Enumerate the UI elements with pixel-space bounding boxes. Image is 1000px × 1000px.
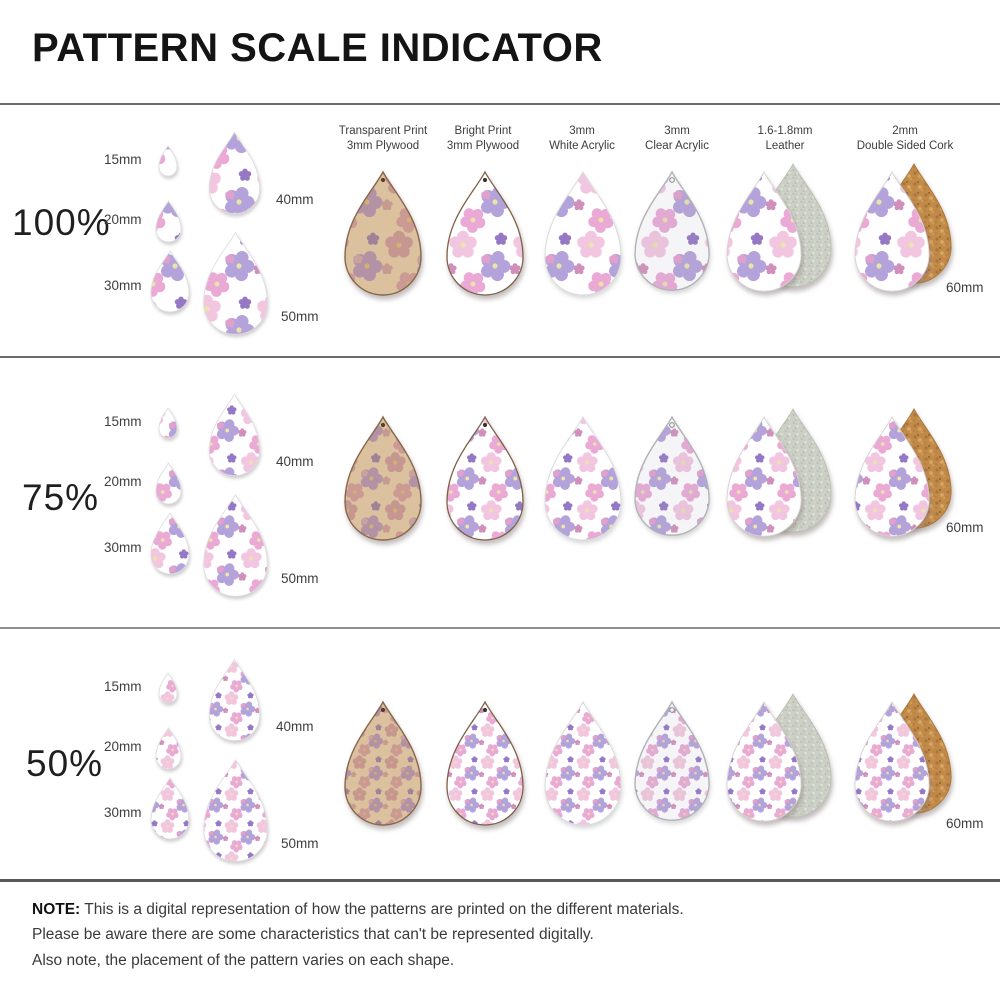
size-label-40mm: 40mm xyxy=(276,454,314,469)
teardrop-20mm-sample xyxy=(155,200,182,243)
material-headers: Transparent Print 3mm Plywood Bright Pri… xyxy=(0,124,1000,164)
material-header-transparent-plywood: Transparent Print 3mm Plywood xyxy=(338,125,428,152)
hanging-hole xyxy=(482,177,488,183)
teardrop-60mm-white-acrylic xyxy=(544,170,622,296)
teardrop-60mm-leather-front xyxy=(726,171,802,292)
teardrop-60mm-white-acrylic xyxy=(544,700,622,826)
size-label-60mm: 60mm xyxy=(946,280,984,295)
teardrop-30mm-sample xyxy=(150,250,190,313)
hanging-hole xyxy=(669,707,675,713)
hanging-hole xyxy=(669,422,675,428)
teardrop-15mm-sample xyxy=(158,407,178,439)
note-line-1: NOTE: This is a digital representation o… xyxy=(32,901,684,918)
teardrop-20mm-sample xyxy=(155,727,182,770)
size-label-50mm: 50mm xyxy=(281,309,319,324)
teardrop-60mm-plywood-transparent-print xyxy=(344,700,422,826)
teardrop-60mm-leather-front xyxy=(726,701,802,822)
teardrop-30mm-sample xyxy=(150,512,190,575)
teardrop-60mm-plywood-transparent-print xyxy=(344,170,422,296)
note-line-2: Please be aware there are some character… xyxy=(32,926,594,944)
clear-acrylic-tint-overlay xyxy=(635,417,710,536)
teardrop-60mm-plywood-bright-print xyxy=(446,415,524,541)
size-label-50mm: 50mm xyxy=(281,836,319,851)
teardrops-graphic-75 xyxy=(150,393,952,597)
teardrop-60mm-cork-front xyxy=(854,701,930,822)
divider xyxy=(0,103,1000,105)
size-label-30mm: 30mm xyxy=(104,805,142,820)
teardrop-60mm-plywood-transparent-print xyxy=(344,415,422,541)
teardrop-60mm-plywood-bright-print xyxy=(446,170,524,296)
page-title: PATTERN SCALE INDICATOR xyxy=(32,26,603,70)
note-label: NOTE: xyxy=(32,901,81,918)
material-header-cork: 2mm Double Sided Cork xyxy=(856,125,954,152)
divider xyxy=(0,356,1000,358)
scale-percent-label: 50% xyxy=(26,743,104,784)
divider xyxy=(0,627,1000,629)
material-header-bright-plywood: Bright Print 3mm Plywood xyxy=(446,125,520,152)
hanging-hole xyxy=(482,707,488,713)
size-label-15mm: 15mm xyxy=(104,414,142,429)
scale-row-100: 100% 15mm 20mm 30mm 40mm 50mm 60mm xyxy=(0,104,1000,356)
divider xyxy=(0,879,1000,882)
teardrop-60mm-clear-acrylic xyxy=(634,170,710,291)
teardrop-60mm-clear-acrylic xyxy=(634,700,710,821)
teardrop-40mm-sample xyxy=(208,658,261,742)
size-label-20mm: 20mm xyxy=(104,212,142,227)
size-label-30mm: 30mm xyxy=(104,540,142,555)
teardrop-50mm-sample xyxy=(203,758,268,862)
teardrop-40mm-sample xyxy=(208,393,261,477)
size-label-50mm: 50mm xyxy=(281,571,319,586)
hanging-hole xyxy=(380,177,386,183)
material-header-leather: 1.6-1.8mm Leather xyxy=(757,125,813,152)
teardrops-graphic-50 xyxy=(150,658,952,862)
teardrop-60mm-plywood-bright-print xyxy=(446,700,524,826)
teardrop-15mm-sample xyxy=(158,145,178,177)
size-label-30mm: 30mm xyxy=(104,278,142,293)
size-label-40mm: 40mm xyxy=(276,719,314,734)
scale-percent-label: 75% xyxy=(22,477,100,518)
teardrop-30mm-sample xyxy=(150,777,190,840)
size-label-60mm: 60mm xyxy=(946,520,984,535)
hanging-hole xyxy=(380,707,386,713)
size-label-60mm: 60mm xyxy=(946,816,984,831)
scale-row-75: 75% 15mm 20mm 30mm 40mm 50mm 60mm xyxy=(0,357,1000,627)
teardrop-60mm-cork-front xyxy=(854,416,930,537)
teardrop-60mm-cork-front xyxy=(854,171,930,292)
teardrop-60mm-leather-front xyxy=(726,416,802,537)
teardrop-40mm-sample xyxy=(208,131,261,215)
material-header-white-acrylic: 3mm White Acrylic xyxy=(549,125,615,152)
teardrop-20mm-sample xyxy=(155,462,182,505)
scale-percent-label: 100% xyxy=(12,202,111,243)
teardrop-60mm-white-acrylic xyxy=(544,415,622,541)
hanging-hole xyxy=(380,422,386,428)
size-label-40mm: 40mm xyxy=(276,192,314,207)
size-label-20mm: 20mm xyxy=(104,474,142,489)
size-label-15mm: 15mm xyxy=(104,679,142,694)
hanging-hole xyxy=(482,422,488,428)
hanging-hole xyxy=(669,177,675,183)
teardrop-15mm-sample xyxy=(158,672,178,704)
note-line-3: Also note, the placement of the pattern … xyxy=(32,951,455,969)
clear-acrylic-tint-overlay xyxy=(635,172,710,291)
size-label-15mm: 15mm xyxy=(104,152,142,167)
teardrop-60mm-clear-acrylic xyxy=(634,415,710,536)
clear-acrylic-tint-overlay xyxy=(635,702,710,821)
note: NOTE: This is a digital representation o… xyxy=(32,899,832,975)
scale-row-50: 50% 15mm 20mm 30mm 40mm 50mm 60mm xyxy=(0,628,1000,881)
teardrops-graphic-100 xyxy=(150,131,952,335)
material-header-clear-acrylic: 3mm Clear Acrylic xyxy=(645,125,709,152)
teardrop-50mm-sample xyxy=(203,231,268,335)
size-label-20mm: 20mm xyxy=(104,739,142,754)
teardrop-50mm-sample xyxy=(203,493,268,597)
